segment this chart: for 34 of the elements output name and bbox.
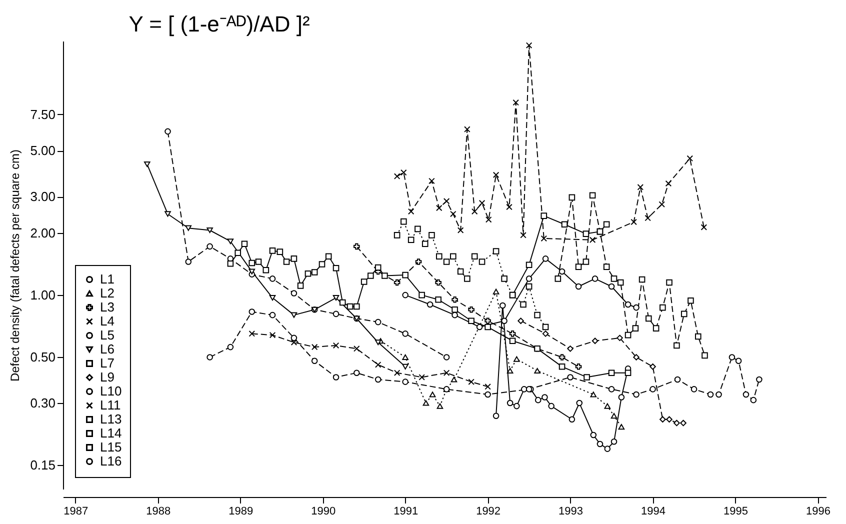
y-tick-label: 1.00 [30, 288, 56, 303]
x-tick-label: 1993 [558, 506, 584, 518]
x-tick-label: 1987 [64, 506, 88, 518]
legend-label: L10 [100, 384, 122, 398]
chart-title: Y = [ (1-e⁻ᴬᴰ)/AD ]² [128, 12, 310, 37]
x-tick-label: 1996 [806, 506, 830, 518]
x-tick-label: 1995 [724, 506, 748, 518]
y-tick-label: 3.00 [30, 189, 56, 204]
x-tick-label: 1994 [641, 506, 666, 518]
legend-label: L3 [100, 300, 114, 314]
y-tick-label: 5.00 [30, 143, 56, 158]
x-tick-label: 1991 [394, 506, 418, 518]
x-tick-label: 1989 [228, 506, 254, 518]
y-tick-label: 7.50 [30, 106, 56, 122]
legend-label: L2 [100, 286, 114, 300]
y-axis-title: Defect density (fatal defects per square cm) [8, 149, 22, 382]
legend-label: L9 [100, 370, 114, 384]
legend-label: L13 [100, 412, 122, 426]
legend-label: L11 [100, 398, 121, 412]
x-tick-label: 1988 [146, 506, 171, 518]
y-tick-label: 2.00 [30, 225, 56, 240]
legend-label: L6 [100, 342, 114, 356]
legend-label: L14 [100, 426, 122, 440]
y-tick-label: 0.15 [30, 458, 56, 473]
legend-label: L4 [100, 314, 114, 328]
x-tick-label: 1992 [476, 506, 501, 518]
legend-label: L16 [100, 454, 122, 468]
legend-label: L15 [100, 440, 122, 454]
legend-label: L7 [100, 356, 114, 370]
y-tick-label: 0.50 [30, 350, 56, 365]
legend-label: L5 [100, 328, 114, 342]
x-tick-label: 1990 [311, 506, 336, 518]
legend-label: L1 [100, 272, 114, 286]
y-tick-label: 0.30 [30, 396, 56, 411]
